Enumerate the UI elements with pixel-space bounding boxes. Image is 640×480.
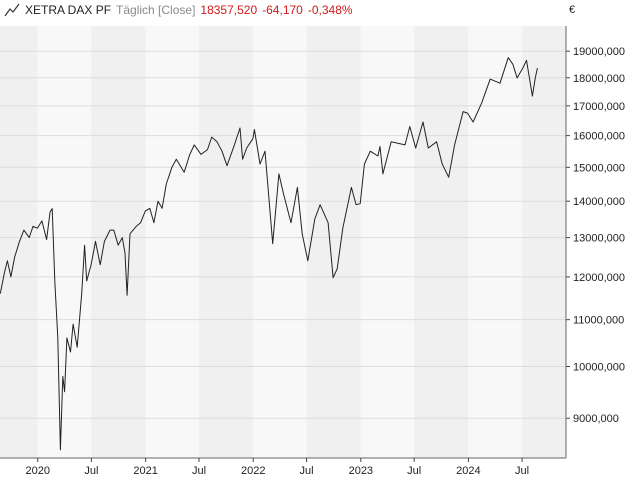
x-tick-label: 2022 [241, 465, 265, 477]
time-band [145, 26, 199, 458]
chart-period[interactable]: Täglich [Close] [116, 3, 196, 17]
time-band [253, 26, 307, 458]
price-series-line [0, 57, 538, 451]
y-tick-label: 18000,000 [573, 73, 625, 85]
x-tick-label: 2021 [133, 465, 157, 477]
last-price: 18357,520 [200, 3, 258, 17]
y-tick-label: 9000,000 [573, 413, 619, 425]
y-tick-label: 16000,000 [573, 131, 625, 143]
y-tick-label: 13000,000 [573, 233, 625, 245]
x-tick-label: Jul [515, 465, 529, 477]
y-tick-label: 17000,000 [573, 101, 625, 113]
time-band [306, 26, 361, 458]
time-band [198, 26, 254, 458]
y-tick-label: 10000,000 [573, 361, 625, 373]
x-tick-label: Jul [84, 465, 98, 477]
currency-label: € [569, 4, 576, 16]
time-band [468, 26, 523, 458]
x-tick-label: Jul [407, 465, 421, 477]
line-chart-icon[interactable] [4, 3, 20, 17]
x-tick-label: 2023 [349, 465, 373, 477]
time-band [360, 26, 415, 458]
y-tick-label: 14000,000 [573, 196, 625, 208]
x-tick-label: Jul [300, 465, 314, 477]
price-change-percent: -0,348% [307, 3, 353, 17]
y-tick-label: 11000,000 [573, 315, 624, 327]
instrument-name: XETRA DAX PF [25, 3, 112, 17]
x-tick-label: 2024 [456, 465, 480, 477]
x-tick-label: 2020 [25, 465, 49, 477]
time-band [414, 26, 469, 458]
time-band [91, 26, 146, 458]
chart-header: XETRA DAX PF Täglich [Close] 18357,520 -… [4, 3, 353, 17]
time-band [37, 26, 92, 458]
y-tick-label: 12000,000 [573, 272, 625, 284]
y-tick-label: 19000,000 [573, 46, 625, 58]
y-tick-label: 15000,000 [573, 162, 625, 174]
x-tick-label: Jul [192, 465, 206, 477]
time-band [522, 26, 566, 458]
price-change: -64,170 [262, 3, 303, 17]
